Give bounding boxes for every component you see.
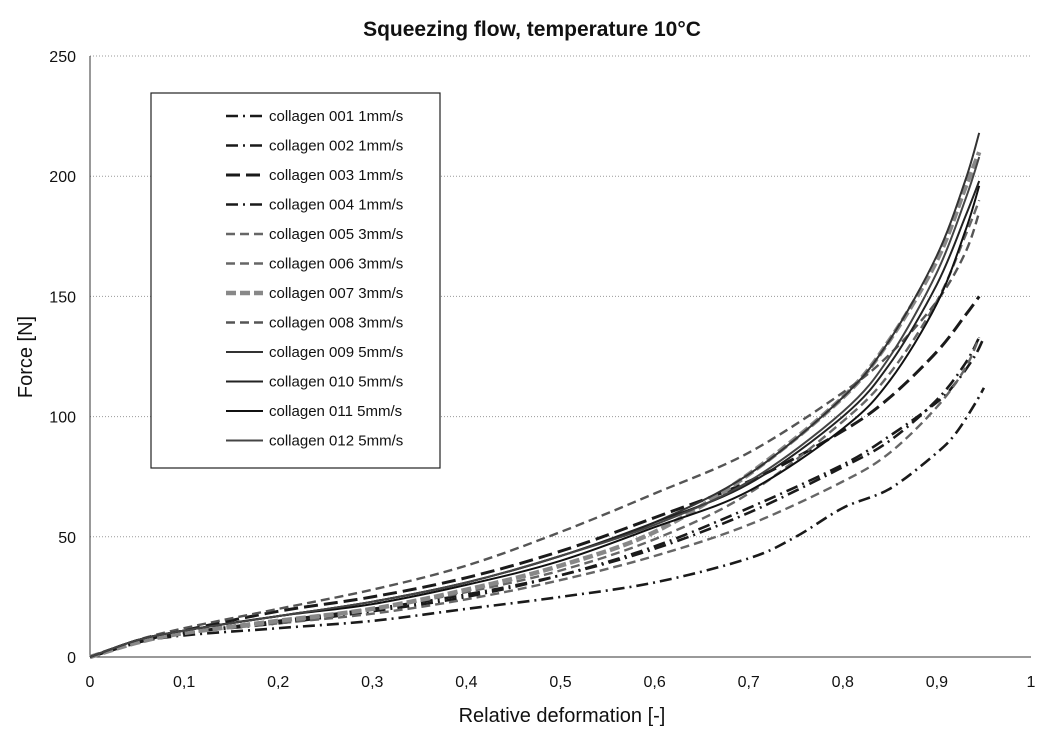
series-line-12 [89, 156, 981, 658]
x-tick-label: 0,6 [643, 674, 665, 691]
x-tick-label: 1 [1027, 674, 1036, 691]
axes [89, 56, 1031, 658]
y-tick-label: 100 [49, 410, 76, 427]
chart-title: Squeezing flow, temperature 10°C [363, 18, 701, 41]
series-line-5 [89, 336, 981, 659]
legend-label: collagen 002 1mm/s [269, 138, 403, 155]
series-line-1 [89, 387, 986, 659]
x-tick-label: 0,8 [832, 674, 854, 691]
y-tick-label: 150 [49, 289, 76, 306]
y-tick-label: 50 [58, 530, 76, 547]
legend-label: collagen 011 5mm/s [269, 403, 402, 420]
legend-label: collagen 001 1mm/s [269, 108, 403, 125]
legend-label: collagen 012 5mm/s [269, 433, 403, 450]
legend-label: collagen 006 3mm/s [269, 256, 403, 273]
legend-label: collagen 004 1mm/s [269, 197, 403, 214]
series-line-8 [89, 211, 981, 659]
x-tick-label: 0,5 [549, 674, 571, 691]
legend-label: collagen 008 3mm/s [269, 315, 403, 332]
x-tick-label: 0,2 [267, 674, 289, 691]
legend-label: collagen 010 5mm/s [269, 374, 403, 391]
x-tick-label: 0,4 [455, 674, 477, 691]
legend-label: collagen 005 3mm/s [269, 226, 403, 243]
legend-label: collagen 003 1mm/s [269, 167, 403, 184]
x-tick-label: 0 [86, 674, 95, 691]
x-tick-label: 0,1 [173, 674, 195, 691]
legend: collagen 001 1mm/s collagen 002 1mm/s coll… [150, 92, 441, 469]
series-line-7 [89, 151, 982, 660]
y-axis-label: Force [N] [15, 316, 37, 398]
x-tick-label: 0,3 [361, 674, 383, 691]
series-line-3 [89, 295, 981, 659]
x-tick-label: 0,9 [926, 674, 948, 691]
legend-box [150, 92, 441, 469]
series-line-4 [89, 336, 981, 659]
y-tick-labels: 0 50 100 150 200 250 [49, 49, 76, 667]
x-axis-label: Relative deformation [-] [459, 705, 666, 727]
legend-label: collagen 009 5mm/s [269, 344, 403, 361]
y-tick-label: 250 [49, 49, 76, 66]
series-lines [89, 132, 986, 660]
legend-label: collagen 007 3mm/s [269, 285, 403, 302]
x-tick-label: 0,7 [738, 674, 760, 691]
x-tick-labels: 0 0,1 0,2 0,3 0,4 0,5 0,6 0,7 0,8 0,9 1 [86, 674, 1036, 691]
y-tick-label: 0 [67, 650, 76, 667]
y-tick-label: 200 [49, 169, 76, 186]
